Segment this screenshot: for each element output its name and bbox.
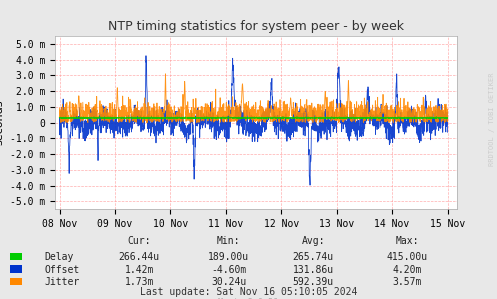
Text: 3.57m: 3.57m xyxy=(393,277,422,287)
Text: Avg:: Avg: xyxy=(301,236,325,246)
Text: 266.44u: 266.44u xyxy=(119,252,160,262)
Text: Offset: Offset xyxy=(45,265,80,275)
Text: 131.86u: 131.86u xyxy=(293,265,333,275)
Title: NTP timing statistics for system peer - by week: NTP timing statistics for system peer - … xyxy=(108,20,404,33)
Text: 415.00u: 415.00u xyxy=(387,252,428,262)
Text: Last update: Sat Nov 16 05:10:05 2024: Last update: Sat Nov 16 05:10:05 2024 xyxy=(140,287,357,297)
Text: -4.60m: -4.60m xyxy=(211,265,246,275)
Text: 1.42m: 1.42m xyxy=(124,265,154,275)
Text: Delay: Delay xyxy=(45,252,74,262)
Text: 592.39u: 592.39u xyxy=(293,277,333,287)
Text: 4.20m: 4.20m xyxy=(393,265,422,275)
Y-axis label: seconds: seconds xyxy=(0,100,4,145)
Text: 265.74u: 265.74u xyxy=(293,252,333,262)
Text: 189.00u: 189.00u xyxy=(208,252,249,262)
Text: Jitter: Jitter xyxy=(45,277,80,287)
Text: 1.73m: 1.73m xyxy=(124,277,154,287)
Text: Max:: Max: xyxy=(396,236,419,246)
Text: Munin 2.0.56: Munin 2.0.56 xyxy=(219,298,278,299)
Text: Min:: Min: xyxy=(217,236,241,246)
Text: RRDTOOL / TOBI OETIKER: RRDTOOL / TOBI OETIKER xyxy=(489,73,495,166)
Text: 30.24u: 30.24u xyxy=(211,277,246,287)
Text: Cur:: Cur: xyxy=(127,236,151,246)
